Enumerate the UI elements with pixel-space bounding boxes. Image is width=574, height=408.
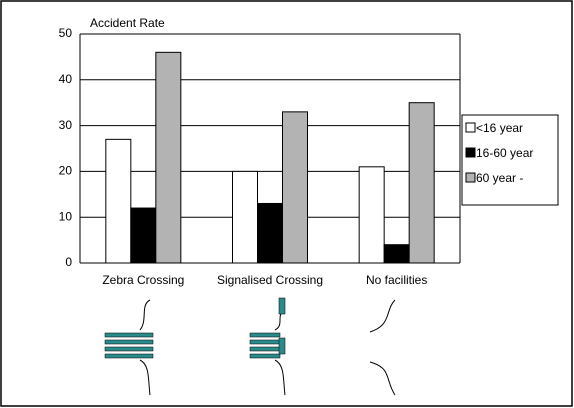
legend-label: 16-60 year xyxy=(476,146,533,160)
legend xyxy=(461,114,559,206)
y-tick-label: 0 xyxy=(65,255,72,269)
crossing-icons xyxy=(104,297,396,396)
y-tick-label: 10 xyxy=(59,209,73,223)
bar xyxy=(130,207,157,264)
y-tick-label: 30 xyxy=(59,118,73,132)
legend-label: 60 year - xyxy=(476,171,523,185)
legend-swatch xyxy=(465,147,476,158)
bar xyxy=(408,102,435,264)
y-axis-label: Accident Rate xyxy=(90,16,165,30)
x-tick-label: Zebra Crossing xyxy=(102,273,184,287)
bar xyxy=(232,170,258,264)
y-tick-label: 40 xyxy=(59,72,73,86)
y-tick-label: 50 xyxy=(59,26,73,40)
bar xyxy=(383,244,410,264)
x-tick-label: Signalised Crossing xyxy=(217,273,323,287)
y-tick-label: 20 xyxy=(59,164,73,178)
bar xyxy=(358,166,385,264)
bar xyxy=(105,138,132,264)
bar xyxy=(257,202,283,264)
x-tick-label: No facilities xyxy=(366,273,427,287)
bar xyxy=(155,51,182,264)
legend-label: <16 year xyxy=(476,121,523,135)
bar xyxy=(282,111,308,264)
legend-swatch xyxy=(465,172,476,183)
legend-swatch xyxy=(465,122,476,133)
